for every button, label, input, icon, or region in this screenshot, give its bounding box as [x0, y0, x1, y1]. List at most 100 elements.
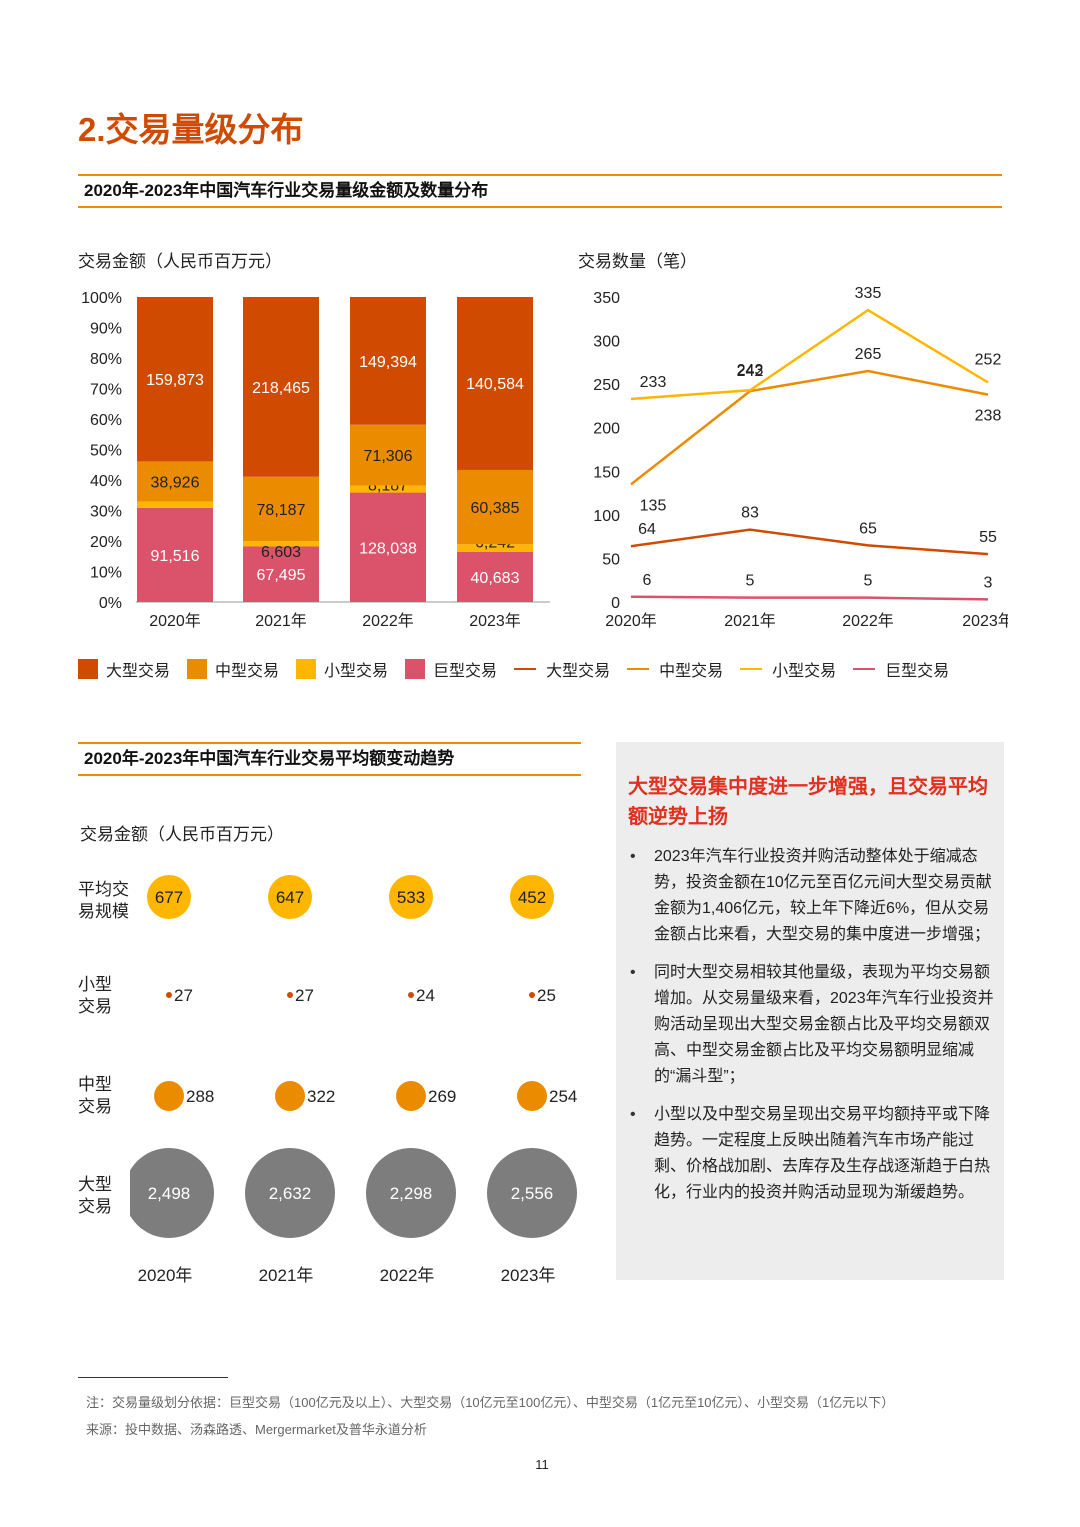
section2-header: 2020年-2023年中国汽车行业交易平均额变动趋势 — [78, 742, 581, 776]
line-data-label: 65 — [859, 520, 877, 537]
bubble-label: 24 — [416, 986, 435, 1005]
bubble-label: 288 — [186, 1087, 214, 1106]
bubble-avg — [147, 875, 191, 919]
bubble-label: 677 — [155, 888, 183, 907]
bar-data-label: 91,516 — [151, 548, 200, 565]
bar-segment-small — [137, 501, 213, 508]
bar-segment-small — [350, 485, 426, 493]
bar-data-label: 128,038 — [359, 540, 417, 557]
bar-segment-small — [457, 544, 533, 552]
series-line-small — [630, 308, 989, 401]
x-tick-label: 2022年 — [362, 612, 414, 630]
y-tick-label: 0 — [611, 595, 620, 612]
bubble-label: 25 — [537, 986, 556, 1005]
bubble-large — [366, 1148, 456, 1238]
bubble-medium — [275, 1081, 305, 1111]
x-tick-label: 2020年 — [138, 1266, 193, 1285]
y-tick-label: 100 — [593, 508, 620, 525]
bubble-large — [130, 1148, 214, 1238]
legend-item: 大型交易 — [78, 657, 170, 681]
legend-label: 大型交易 — [106, 663, 171, 680]
bar-data-label: 40,683 — [471, 570, 520, 587]
row-label-medium: 中型交易 — [78, 1075, 112, 1116]
y-tick-label: 70% — [90, 382, 122, 399]
insight-callout: 大型交易集中度进一步增强，且交易平均额逆势上扬 2023年汽车行业投资并购活动整… — [616, 742, 1004, 1280]
bar-segment-medium — [350, 424, 426, 486]
bubble-large — [245, 1148, 335, 1238]
footnote-source: 来源：投中数据、汤森路透、Mergermarket及普华永道分析 — [86, 1422, 427, 1437]
bar-segment-mega — [137, 507, 213, 602]
legend-line-swatch — [514, 668, 537, 670]
bar-data-label: 149,394 — [359, 354, 417, 371]
bubble-chart: 677 647 533 452 27 27 24 25 288 322 269 254 2,498 2,6… — [130, 875, 577, 1285]
bar-data-label: 140,584 — [466, 376, 524, 393]
legend-line-swatch — [853, 668, 876, 670]
x-tick-label: 2022年 — [842, 612, 894, 630]
bubble-large — [487, 1148, 577, 1238]
bar-data-label: 67,495 — [257, 567, 306, 584]
bubble-label: 254 — [549, 1087, 577, 1106]
row-label-avg: 平均交易规模 — [78, 880, 129, 921]
bubble-medium — [154, 1081, 184, 1111]
line-data-label: 265 — [855, 346, 882, 363]
row-label-large: 大型交易 — [78, 1175, 112, 1216]
bubble-label: 2,556 — [511, 1184, 554, 1203]
line-data-label: 233 — [640, 374, 667, 391]
page-number: 11 — [535, 1457, 549, 1472]
bar-data-label: 60,385 — [471, 500, 520, 517]
bubble-label: 2,632 — [269, 1184, 312, 1203]
bar-data-label: 38,926 — [151, 474, 200, 491]
bubble-medium — [517, 1081, 547, 1111]
x-tick-label: 2021年 — [724, 612, 776, 630]
section2-title: 2020年-2023年中国汽车行业交易平均额变动趋势 — [84, 749, 455, 768]
legend-line-swatch — [740, 668, 763, 670]
legend-swatch — [187, 659, 208, 679]
line-data-label: 64 — [638, 521, 656, 538]
line-data-label: 238 — [975, 408, 1002, 425]
line-data-label: 55 — [979, 529, 997, 546]
bubble-small — [529, 992, 535, 998]
y-tick-label: 10% — [90, 565, 122, 582]
line-data-label: 243 — [737, 362, 764, 379]
legend-item: 大型交易 — [514, 657, 610, 681]
y-tick-label: 200 — [593, 421, 620, 438]
bar-segment-small — [243, 541, 319, 547]
bubble-small — [166, 992, 172, 998]
footnote-note: 注：交易量级划分依据：巨型交易（100亿元及以上）、大型交易（10亿元至100亿… — [86, 1395, 895, 1410]
legend-label: 小型交易 — [772, 663, 837, 680]
bubble-label: 533 — [397, 888, 425, 907]
section1-header: 2020年-2023年中国汽车行业交易量级金额及数量分布 — [78, 174, 1002, 208]
stacked-bar-chart: 0% 10% 20% 30% 40% 50% 60% 70% 80% 90% 100% 91,516 6… — [81, 290, 550, 630]
line-data-label: 5 — [746, 573, 755, 590]
line-data-label: 242 — [737, 363, 764, 380]
series-line-medium — [630, 369, 989, 486]
y-tick-label: 30% — [90, 504, 122, 521]
bar-segment-mega — [457, 551, 533, 602]
y-tick-label: 150 — [593, 464, 620, 481]
callout-heading: 大型交易集中度进一步增强，且交易平均额逆势上扬 — [628, 776, 988, 828]
legend-label: 中型交易 — [215, 663, 280, 680]
y-tick-label: 50% — [90, 443, 122, 460]
x-tick-label: 2020年 — [605, 612, 657, 630]
x-tick-label: 2023年 — [501, 1266, 556, 1285]
bubble-avg — [268, 875, 312, 919]
callout-bullet: 小型以及中型交易呈现出交易平均额持平或下降趋势。一定程度上反映出随着汽车市场产能… — [630, 1102, 1000, 1206]
legend-label: 小型交易 — [324, 663, 389, 680]
line-data-label: 83 — [741, 505, 759, 522]
y-tick-label: 0% — [99, 595, 122, 612]
page-title: 2.交易量级分布 — [78, 111, 304, 148]
y-tick-label: 20% — [90, 534, 122, 551]
y-tick-label: 100% — [81, 290, 122, 307]
legend-swatch — [296, 659, 317, 679]
x-tick-label: 2021年 — [255, 612, 307, 630]
line-data-label: 5 — [864, 573, 873, 590]
y-tick-label: 60% — [90, 412, 122, 429]
bubble-small — [408, 992, 414, 998]
bubble-label: 2,498 — [148, 1184, 191, 1203]
bubble-label: 27 — [295, 986, 314, 1005]
legend-swatch — [405, 659, 426, 679]
line-data-label: 335 — [855, 285, 882, 302]
bubble-avg — [389, 875, 433, 919]
line-data-label: 135 — [640, 497, 667, 514]
y-tick-label: 80% — [90, 351, 122, 368]
